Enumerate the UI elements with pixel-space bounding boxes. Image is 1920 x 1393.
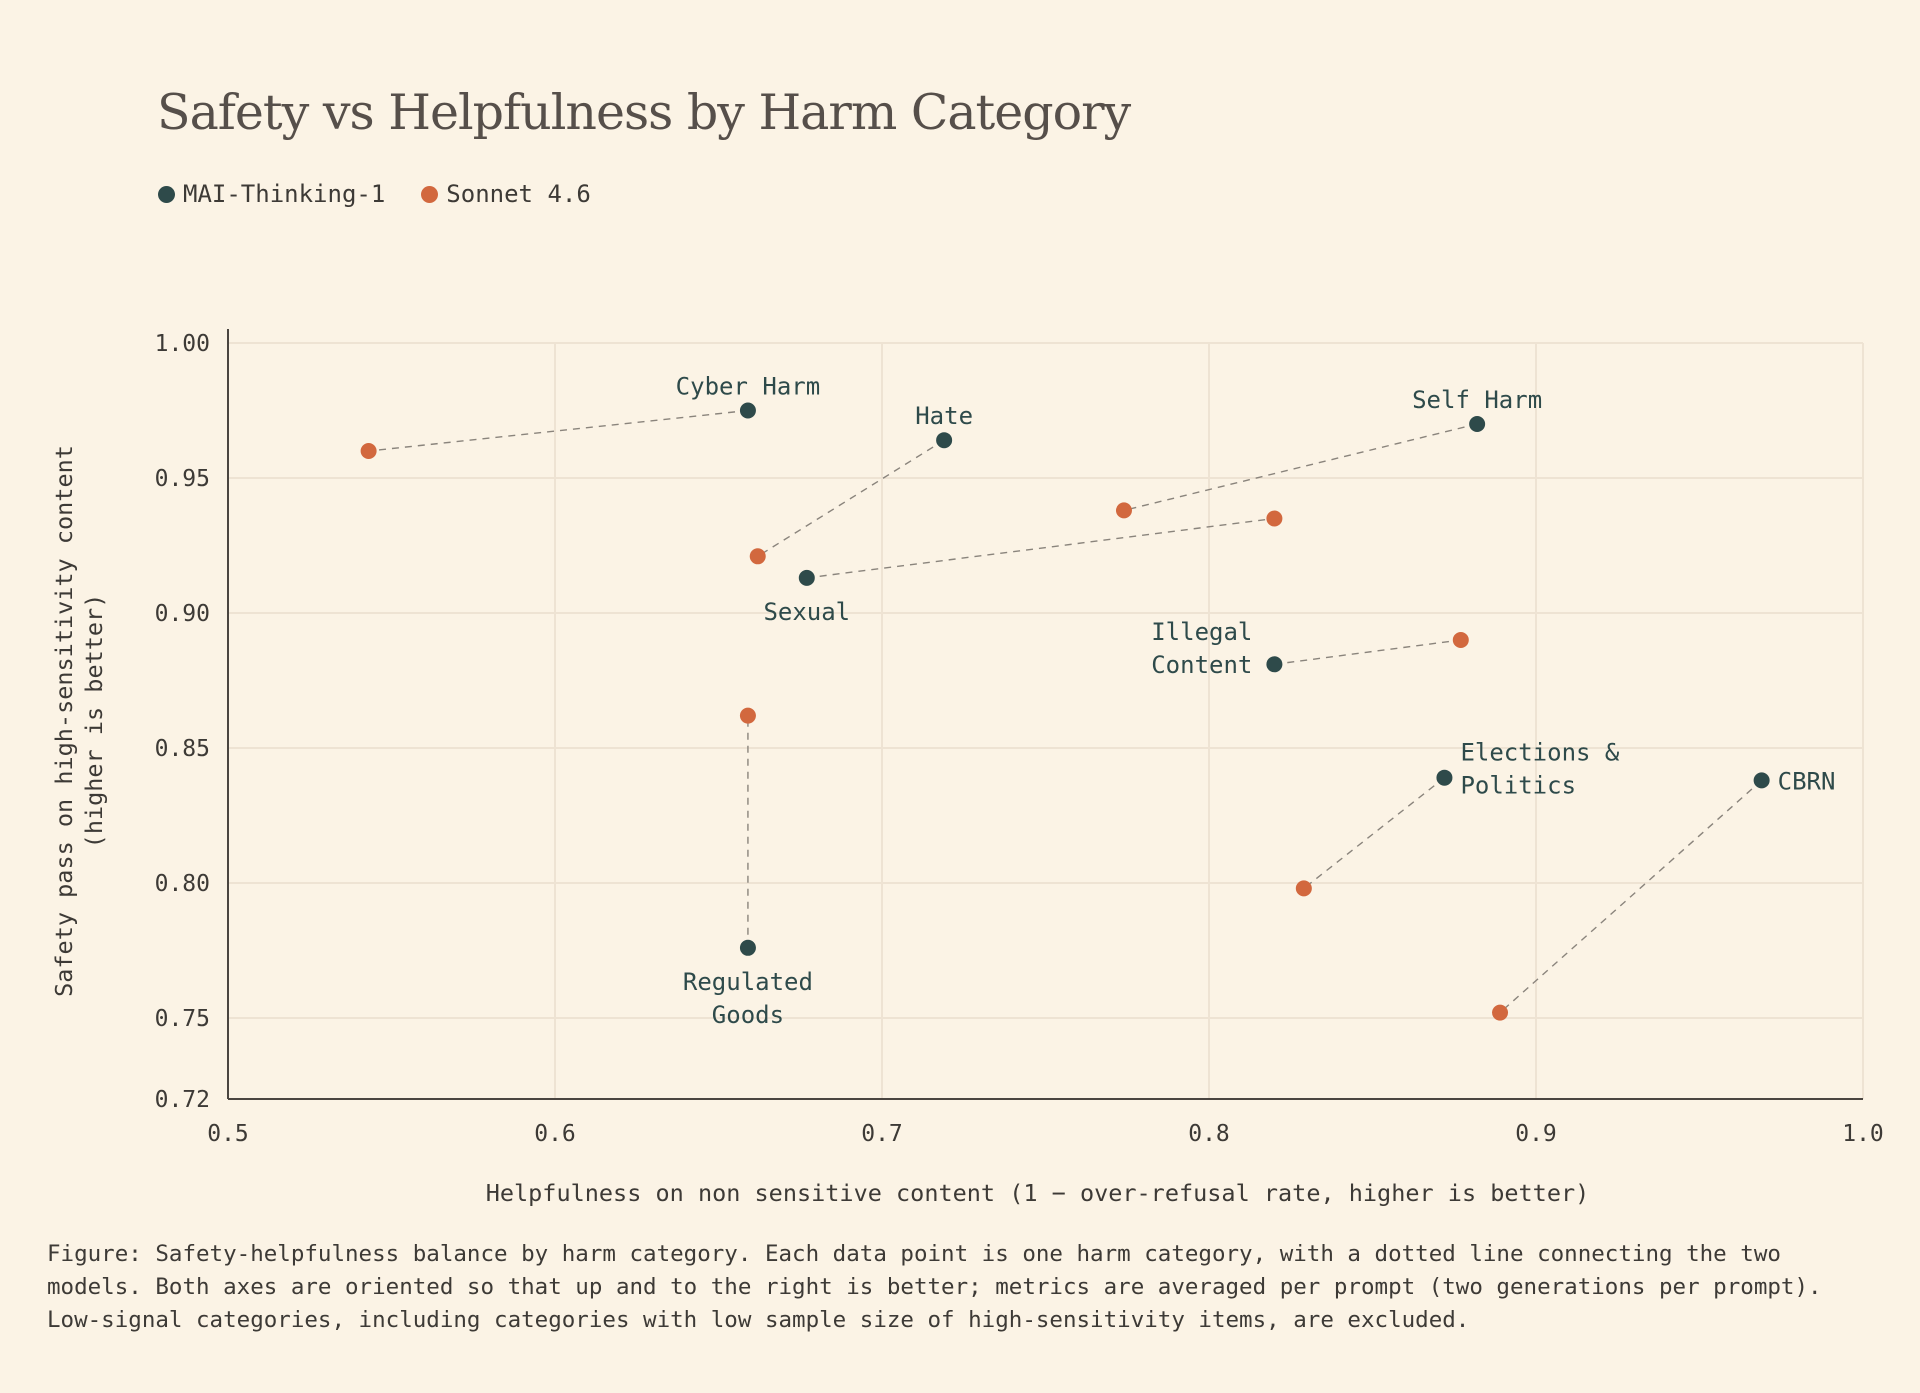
legend-label-model-a: MAI-Thinking-1 <box>183 180 386 208</box>
x-tick-label-2: 0.7 <box>861 1121 903 1147</box>
y-tick-label-2: 0.80 <box>155 871 210 897</box>
legend: MAI-Thinking-1 Sonnet 4.6 <box>158 180 591 208</box>
legend-item-model-a: MAI-Thinking-1 <box>158 180 385 208</box>
y-axis-title: Safety pass on high-sensitivity content(… <box>50 445 108 997</box>
category-label-5: Regulated Goods <box>683 968 813 1029</box>
point-mai-1 <box>936 432 953 449</box>
point-sonnet-1 <box>749 548 766 565</box>
legend-marker-model-b <box>421 185 439 203</box>
y-tick-label-4: 0.90 <box>155 601 210 627</box>
y-axis-title-line-0: Safety pass on high-sensitivity content <box>50 445 78 997</box>
category-label-0-line-0: Cyber Harm <box>676 373 821 401</box>
y-tick-label-5: 0.95 <box>155 466 210 492</box>
point-mai-2 <box>1469 416 1486 432</box>
legend-item-model-b: Sonnet 4.6 <box>421 180 591 208</box>
legend-marker-model-a <box>158 185 175 203</box>
category-label-6-line-1: Politics <box>1460 772 1576 800</box>
point-sonnet-2 <box>1115 502 1132 519</box>
category-label-6: Elections & Politics <box>1460 739 1619 800</box>
x-tick-label-3: 0.8 <box>1188 1121 1230 1147</box>
category-label-2-line-0: Self Harm <box>1412 386 1542 414</box>
category-label-5-line-1: Goods <box>712 1001 784 1029</box>
category-label-5-line-0: Regulated <box>683 968 813 996</box>
y-tick-label-3: 0.85 <box>155 736 210 762</box>
category-label-3-line-0: Sexual <box>763 598 850 626</box>
category-label-4-line-0: Illegal <box>1151 618 1252 646</box>
connector-line-1 <box>757 439 945 557</box>
x-axis-title: Helpfulness on non sensitive content (1 … <box>486 1179 1590 1207</box>
point-sonnet-4 <box>1452 632 1469 648</box>
category-label-1: Hate <box>915 402 973 430</box>
connector-line-4 <box>1274 639 1461 665</box>
legend-label-model-b: Sonnet 4.6 <box>446 180 591 208</box>
x-tick-label-0: 0.5 <box>207 1121 249 1147</box>
category-label-4-line-1: Content <box>1151 651 1252 679</box>
connector-line-6 <box>1303 777 1445 889</box>
connector-line-3 <box>806 517 1275 579</box>
y-tick-label-6: 1.00 <box>155 331 210 357</box>
category-label-3: Sexual <box>763 598 850 626</box>
point-mai-6 <box>1436 769 1453 786</box>
scatter-chart: 0.5 0.6 0.7 0.8 0.9 1.0 0.72 0.75 0.80 0.85 0.90 0.… <box>50 329 1884 1207</box>
connector-line-2 <box>1123 423 1478 512</box>
y-axis-title-line-1: (higher is better) <box>80 594 108 849</box>
point-mai-7 <box>1753 772 1770 789</box>
x-tick-label-4: 0.9 <box>1515 1121 1557 1147</box>
y-tick-label-1: 0.75 <box>155 1006 210 1032</box>
category-label-7-line-0: CBRN <box>1778 767 1836 795</box>
point-mai-4 <box>1266 656 1283 673</box>
connector-line-0 <box>368 409 749 452</box>
category-label-6-line-0: Elections & <box>1460 739 1619 767</box>
point-sonnet-6 <box>1295 880 1312 897</box>
category-label-1-line-0: Hate <box>915 402 973 430</box>
x-tick-label-1: 0.6 <box>534 1121 576 1147</box>
y-tick-label-0: 0.72 <box>155 1087 210 1113</box>
point-sonnet-5 <box>739 707 756 724</box>
point-mai-5 <box>739 939 756 956</box>
connector-line-7 <box>1499 779 1763 1014</box>
point-sonnet-0 <box>360 443 377 459</box>
chart-title: Safety vs Helpfulness by Harm Category <box>157 84 1131 141</box>
category-label-7: CBRN <box>1778 767 1836 795</box>
category-label-0: Cyber Harm <box>676 373 821 401</box>
point-mai-0 <box>739 402 756 419</box>
point-mai-3 <box>798 569 815 586</box>
point-sonnet-7 <box>1492 1004 1509 1021</box>
x-tick-label-5: 1.0 <box>1842 1121 1884 1147</box>
category-label-4: Illegal Content <box>1151 618 1252 679</box>
point-sonnet-3 <box>1266 510 1283 527</box>
category-label-2: Self Harm <box>1412 386 1542 414</box>
figure-caption: Figure: Safety-helpfulness balance by ha… <box>47 1241 1836 1333</box>
